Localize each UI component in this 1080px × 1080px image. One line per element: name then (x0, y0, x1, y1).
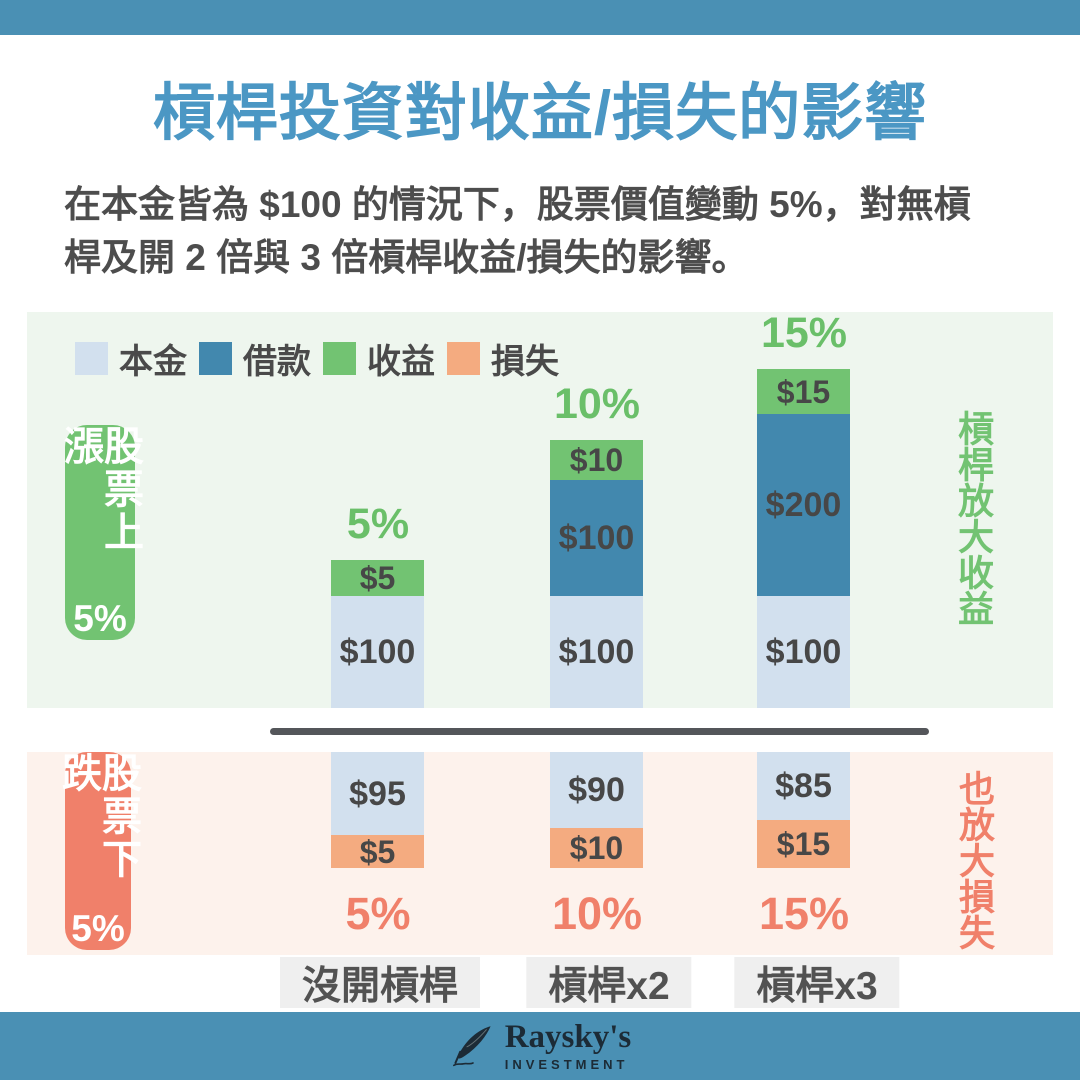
principal-swatch-icon (75, 342, 108, 375)
subtitle-line-2: 桿及開 2 倍與 3 倍槓桿收益/損失的影響。 (64, 237, 749, 278)
loss-segment: $15 (757, 820, 850, 868)
legend-item-loan: 借款 (199, 334, 311, 383)
feather-quill-icon (452, 1026, 491, 1067)
loss-side-note: 也放大損失 (954, 770, 995, 950)
legend-label: 借款 (243, 343, 311, 381)
gain-swatch-icon (323, 342, 356, 375)
loss-bar-leverage-x3: $85 $15 (757, 752, 850, 868)
gain-percent-label-3: 15% (760, 309, 848, 357)
legend-label: 損失 (491, 343, 559, 381)
gain-bar-leverage-x3: $15 $200 $100 (757, 369, 850, 708)
gain-percent-label-1: 5% (346, 500, 410, 548)
legend-label: 收益 (367, 343, 435, 381)
top-accent-bar (0, 0, 1080, 35)
gain-bar-no-leverage: $5 $100 (331, 560, 424, 708)
principal-segment: $100 (550, 596, 643, 708)
principal-segment: $100 (331, 596, 424, 708)
principal-segment: $100 (757, 596, 850, 708)
gain-segment: $15 (757, 369, 850, 414)
legend-label: 本金 (119, 343, 187, 381)
page-title: 槓桿投資對收益/損失的影響 (152, 79, 928, 148)
stock-down-badge: 股票下跌 5% (56, 752, 140, 950)
gain-segment: $10 (550, 440, 643, 480)
category-label-leverage-x3: 槓桿x3 (734, 957, 900, 1008)
loss-percent-label-1: 5% (345, 888, 411, 939)
section-divider (270, 728, 929, 735)
loss-panel-background (27, 752, 1053, 955)
loss-bar-no-leverage: $95 $5 (331, 752, 424, 868)
subtitle-line-1: 在本金皆為 $100 的情況下，股票價值變動 5%，對無槓 (64, 184, 971, 225)
category-label-no-leverage: 沒開槓桿 (279, 957, 481, 1008)
gain-panel-background (27, 312, 1053, 708)
loss-percent-label-2: 10% (551, 888, 643, 939)
loss-swatch-icon (447, 342, 480, 375)
category-label-leverage-x2: 槓桿x2 (526, 957, 692, 1008)
brand-words: Raysky's INVESTMENT (504, 1018, 632, 1072)
legend-item-loss: 損失 (447, 334, 559, 383)
principal-segment: $95 (331, 752, 424, 835)
legend: 本金 借款 收益 損失 (75, 334, 571, 383)
gain-segment: $5 (331, 560, 424, 596)
brand-subtitle: INVESTMENT (504, 1056, 629, 1072)
gain-bar-leverage-x2: $10 $100 $100 (550, 440, 643, 708)
brand-logo: Raysky's INVESTMENT (0, 1012, 1080, 1080)
loan-segment: $100 (550, 480, 643, 596)
legend-item-gain: 收益 (323, 334, 435, 383)
loss-percent-label-3: 15% (758, 888, 850, 939)
stock-down-badge-text: 股票下跌 (56, 752, 140, 881)
stock-down-badge-pct: 5% (71, 908, 125, 949)
gain-side-note: 槓桿放大收益 (953, 410, 994, 626)
loss-segment: $5 (331, 835, 424, 868)
stock-up-badge-text: 股票上漲 (58, 425, 142, 554)
loan-swatch-icon (199, 342, 232, 375)
principal-segment: $85 (757, 752, 850, 820)
subtitle: 在本金皆為 $100 的情況下，股票價值變動 5%，對無槓 桿及開 2 倍與 3… (64, 178, 1044, 284)
principal-segment: $90 (550, 752, 643, 828)
legend-item-principal: 本金 (75, 334, 187, 383)
loan-segment: $200 (757, 414, 850, 596)
loss-bar-leverage-x2: $90 $10 (550, 752, 643, 868)
stock-up-badge: 股票上漲 5% (58, 425, 142, 640)
loss-segment: $10 (550, 828, 643, 868)
brand-name: Raysky's (504, 1018, 632, 1055)
bottom-accent-bar (0, 1012, 1080, 1080)
gain-percent-label-2: 10% (553, 380, 641, 428)
stock-up-badge-pct: 5% (73, 598, 127, 639)
